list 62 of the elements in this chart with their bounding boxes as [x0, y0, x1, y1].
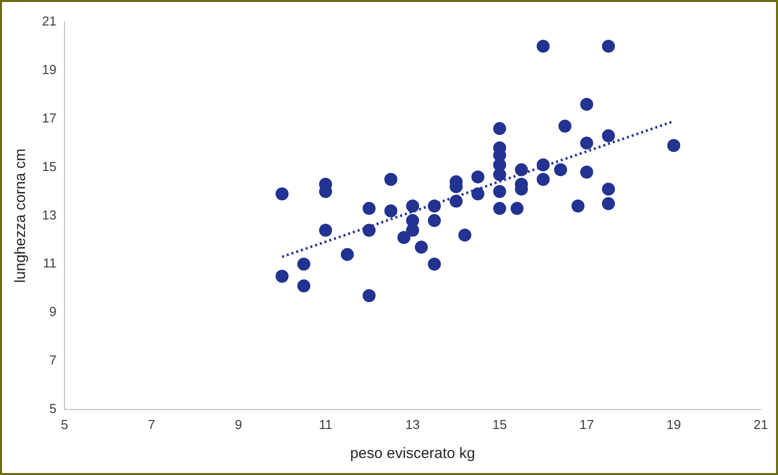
point [493, 168, 506, 182]
point [580, 166, 594, 179]
y-tick-label: 13 [42, 207, 56, 222]
y-tick-label: 19 [42, 62, 56, 78]
point [558, 120, 572, 133]
point [602, 197, 615, 210]
x-tick-label: 5 [60, 416, 68, 432]
x-tick-label: 19 [666, 416, 681, 432]
point [493, 184, 506, 198]
y-tick-label: 7 [49, 352, 56, 368]
point [406, 224, 420, 237]
point [510, 202, 524, 215]
point [276, 187, 289, 200]
point [571, 200, 584, 213]
point [276, 270, 289, 283]
point [450, 194, 463, 208]
point [602, 182, 615, 196]
point [580, 98, 594, 111]
x-tick-label: 9 [234, 416, 242, 432]
point [319, 224, 332, 237]
y-axis-title: lunghezza corna cm [12, 148, 30, 283]
point [397, 230, 410, 244]
y-tick-label: 9 [49, 304, 56, 320]
point [536, 172, 550, 186]
point [362, 289, 376, 302]
point [667, 138, 680, 152]
point [602, 40, 615, 53]
point [458, 228, 472, 242]
x-tick-label: 11 [318, 416, 332, 432]
x-axis-title: peso eviscerato kg [350, 445, 476, 462]
point [297, 258, 310, 271]
y-tick-label: 15 [42, 158, 56, 174]
y-tick-label: 11 [42, 256, 56, 271]
point [493, 122, 506, 136]
point [297, 279, 310, 292]
point [340, 248, 354, 261]
point [536, 158, 550, 172]
point [384, 204, 398, 218]
point [428, 200, 441, 213]
x-tick-label: 13 [405, 416, 420, 432]
point [602, 129, 615, 142]
y-tick-label: 21 [42, 14, 56, 29]
point [471, 170, 484, 184]
point [362, 202, 376, 215]
point [493, 202, 506, 215]
point [428, 214, 441, 228]
point [514, 163, 528, 176]
y-tick-label: 5 [49, 400, 56, 416]
point [406, 200, 420, 213]
point [414, 240, 428, 254]
x-tick-label: 21 [754, 416, 768, 432]
x-tick-label: 17 [579, 416, 594, 432]
point [536, 40, 550, 53]
x-tick-label: 15 [492, 416, 507, 432]
point [554, 163, 568, 176]
point [580, 136, 594, 150]
point [362, 224, 376, 237]
x-tick-label: 7 [148, 416, 156, 432]
y-tick-label: 17 [42, 110, 56, 126]
point [428, 258, 441, 271]
point [384, 172, 398, 186]
point [471, 187, 484, 200]
